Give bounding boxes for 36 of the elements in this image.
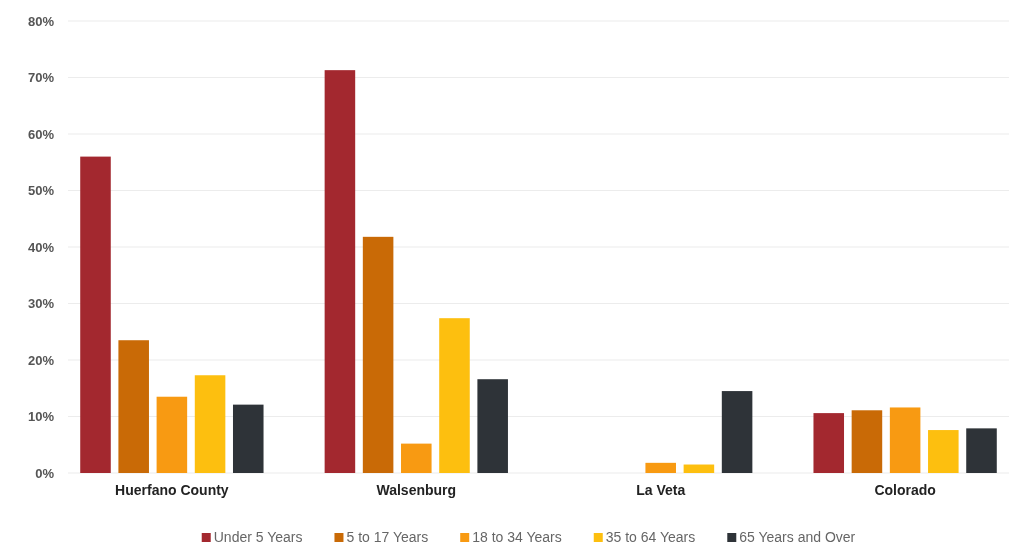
- legend-label: 5 to 17 Years: [346, 529, 429, 545]
- y-tick-label: 70%: [27, 70, 55, 86]
- x-tick-label: Colorado: [874, 481, 936, 498]
- y-tick-label: 20%: [27, 352, 55, 368]
- y-tick-label: 60%: [27, 126, 55, 142]
- bar: [683, 464, 715, 473]
- bar: [645, 462, 676, 473]
- legend-label: 35 to 64 Years: [605, 529, 696, 545]
- y-tick-label: 80%: [27, 13, 55, 29]
- bar: [362, 236, 394, 473]
- bar: [80, 156, 111, 473]
- bar: [194, 375, 226, 473]
- legend-label: Under 5 Years: [213, 529, 303, 545]
- bar: [721, 391, 753, 473]
- bar: [813, 413, 845, 473]
- x-tick-label: Huerfano County: [115, 481, 229, 498]
- bar: [324, 70, 356, 473]
- bar: [477, 379, 508, 473]
- x-tick-label: La Veta: [636, 481, 686, 498]
- bar: [156, 396, 188, 473]
- bar: [851, 410, 883, 473]
- legend-label: 18 to 34 Years: [472, 529, 562, 545]
- legend-label: 65 Years and Over: [739, 529, 856, 545]
- bar: [439, 318, 470, 473]
- bar: [966, 428, 997, 473]
- y-tick-label: 50%: [27, 183, 55, 199]
- bar: [889, 407, 921, 473]
- y-tick-label: 40%: [27, 239, 55, 255]
- bar: [928, 430, 959, 473]
- bar: [118, 340, 149, 473]
- y-tick-label: 30%: [27, 296, 55, 312]
- bar: [401, 443, 432, 473]
- y-tick-label: 10%: [27, 409, 55, 425]
- bar: [232, 404, 264, 473]
- y-tick-label: 0%: [35, 465, 55, 481]
- x-tick-label: Walsenburg: [376, 481, 457, 498]
